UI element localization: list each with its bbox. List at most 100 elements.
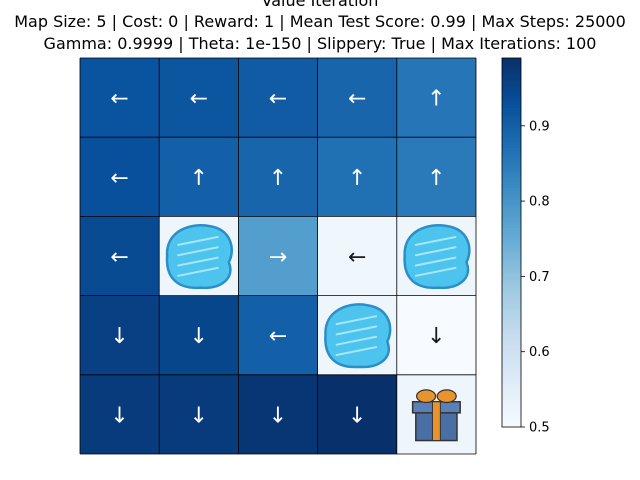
hole-ripple xyxy=(335,315,378,326)
gift-bow-right xyxy=(436,389,457,404)
heatmap-cell-fill xyxy=(317,58,397,138)
colorbar-segment xyxy=(502,156,521,161)
colorbar-segment xyxy=(502,214,521,219)
heatmap-cell: ↓ xyxy=(396,295,476,375)
heatmap-cell-fill xyxy=(159,137,239,217)
colorbar-segment xyxy=(502,350,521,354)
colorbar-segment xyxy=(502,208,521,213)
colorbar-segment xyxy=(502,82,521,87)
colorbar-segment xyxy=(502,325,521,330)
ice-hole-icon xyxy=(403,224,471,289)
colorbar-segment xyxy=(502,334,521,339)
gift-icon xyxy=(411,389,461,442)
chart-title: Value Iteration xyxy=(261,0,379,10)
colorbar-segment xyxy=(502,211,521,216)
colorbar-segment xyxy=(502,285,521,290)
colorbar-segment xyxy=(502,331,521,336)
hole-ripple xyxy=(335,335,378,346)
policy-arrow: ← xyxy=(110,166,128,191)
colorbar-segment xyxy=(502,245,521,250)
heatmap-cell: ↑ xyxy=(317,137,397,217)
heatmap-cell-fill xyxy=(396,58,476,138)
heatmap-cell-fill xyxy=(396,137,476,217)
colorbar-segment xyxy=(502,144,521,148)
colorbar-segment xyxy=(502,107,521,111)
colorbar-segment xyxy=(502,159,521,164)
hole-ripple xyxy=(177,246,219,257)
policy-arrow: ↑ xyxy=(427,166,445,191)
colorbar-segment xyxy=(502,337,521,342)
colorbar-segment xyxy=(502,264,521,268)
colorbar-segment xyxy=(502,356,521,360)
hole-ripple xyxy=(414,246,457,257)
colorbar-segment xyxy=(502,411,521,416)
colorbar-segment xyxy=(502,273,521,277)
colorbar-segment xyxy=(502,137,521,142)
colorbar-tick-label: 0.7 xyxy=(529,270,550,285)
heatmap-cell: ↑ xyxy=(238,137,318,217)
policy-arrow: ← xyxy=(269,324,287,349)
heatmap-cell: ↑ xyxy=(396,58,476,138)
colorbar-segment xyxy=(502,128,521,133)
heatmap-cell: ← xyxy=(159,58,239,138)
policy-arrow: ↑ xyxy=(269,166,287,191)
hole-water xyxy=(165,224,233,289)
heatmap-cell: ← xyxy=(317,58,397,138)
policy-arrow: ← xyxy=(348,245,366,270)
colorbar-segment xyxy=(502,224,521,228)
hole-ripple xyxy=(177,266,219,277)
colorbar-segment xyxy=(502,205,521,210)
colorbar-segment xyxy=(502,239,521,244)
colorbar-segment xyxy=(502,359,521,364)
colorbar-segment xyxy=(502,399,521,403)
colorbar-segment xyxy=(502,147,521,151)
colorbar-segment xyxy=(502,420,521,425)
heatmap-cell-fill xyxy=(238,58,318,138)
heatmap-cell xyxy=(317,295,397,375)
colorbar-segment xyxy=(502,288,521,293)
colorbar-segment xyxy=(502,251,521,256)
policy-arrow: ↓ xyxy=(110,324,128,349)
colorbar-segment xyxy=(502,316,521,320)
heatmap-cell-fill xyxy=(238,295,318,375)
policy-arrow: ↓ xyxy=(427,324,445,349)
heatmap-cell-fill xyxy=(80,216,160,296)
colorbar-segment xyxy=(502,282,521,287)
colorbar-segment xyxy=(502,187,521,191)
colorbar-tick-label: 0.5 xyxy=(529,421,550,436)
heatmap-cell: ↓ xyxy=(317,374,397,454)
heatmap-cell xyxy=(396,216,476,296)
colorbar-segment xyxy=(502,347,521,351)
policy-arrow: ↓ xyxy=(110,403,128,428)
heatmap-cell-fill xyxy=(80,58,160,138)
colorbar-frame xyxy=(501,57,522,428)
colorbar: 0.5 0.6 0.7 0.8 0.9 xyxy=(501,57,550,436)
colorbar-segment xyxy=(502,319,521,324)
colorbar-segment xyxy=(502,181,521,185)
colorbar-segment xyxy=(502,104,521,108)
colorbar-segment xyxy=(502,368,521,373)
hole-ripple xyxy=(335,325,378,336)
colorbar-segment xyxy=(502,365,521,370)
colorbar-segment xyxy=(502,125,521,130)
colorbar-segment xyxy=(502,417,521,422)
heatmap-cell: ← xyxy=(238,295,318,375)
colorbar-segment xyxy=(502,374,521,379)
colorbar-segment xyxy=(502,313,521,317)
colorbar-segment xyxy=(502,414,521,419)
colorbar-segment xyxy=(502,353,521,357)
heatmap-cell: ↓ xyxy=(159,295,239,375)
policy-arrow: ← xyxy=(269,87,287,112)
colorbar-segment xyxy=(502,383,521,388)
heatmap-cell: ↓ xyxy=(80,374,160,454)
policy-arrow: ↑ xyxy=(427,87,445,112)
hole-ripple xyxy=(177,256,219,267)
colorbar-segment xyxy=(502,174,521,179)
heatmap-cell: → xyxy=(238,216,318,296)
colorbar-tick-label: 0.6 xyxy=(529,345,550,360)
heatmap-cell: ← xyxy=(317,216,397,296)
heatmap-cell: ↓ xyxy=(80,295,160,375)
colorbar-segment xyxy=(502,162,521,167)
colorbar-segment xyxy=(502,340,521,345)
